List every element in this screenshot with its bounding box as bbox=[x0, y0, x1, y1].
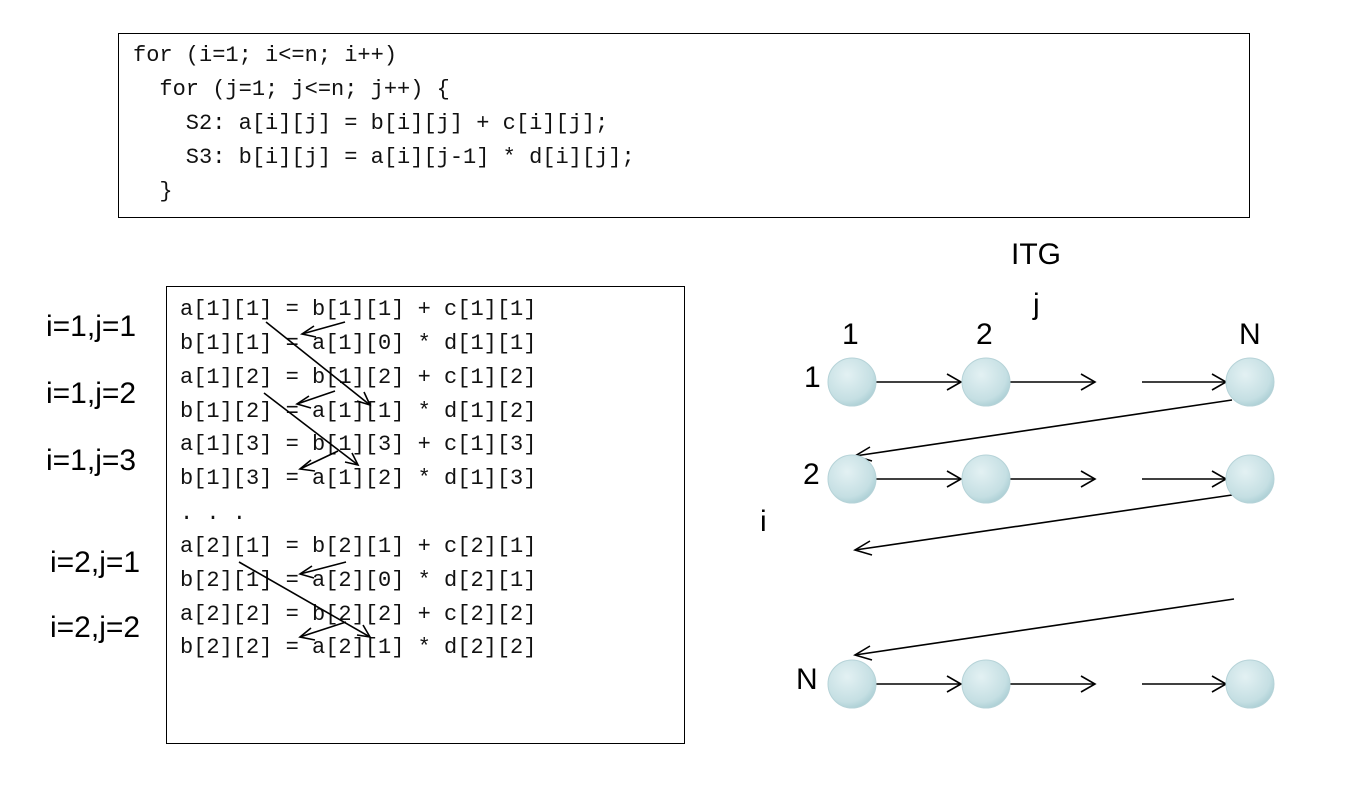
row-label: 2 bbox=[803, 458, 820, 491]
itg-node bbox=[1225, 357, 1275, 407]
itg-edge bbox=[876, 470, 963, 488]
itg-node bbox=[961, 659, 1011, 709]
j-axis-label: j bbox=[1033, 288, 1040, 321]
trace-line: b[1][3] = a[1][2] * d[1][3] bbox=[180, 466, 537, 491]
row-label: 1 bbox=[804, 361, 821, 394]
column-label: N bbox=[1239, 318, 1261, 351]
trace-line: a[1][3] = b[1][3] + c[1][3] bbox=[180, 432, 537, 457]
code-line: for (j=1; j<=n; j++) { bbox=[133, 77, 450, 102]
column-label: 2 bbox=[976, 318, 993, 351]
itg-edge bbox=[853, 598, 1235, 661]
dependence-arrow bbox=[295, 390, 336, 409]
dependence-arrow bbox=[298, 621, 347, 641]
iteration-label: i=2,j=2 bbox=[50, 611, 141, 644]
column-label: 1 bbox=[842, 318, 859, 351]
itg-edge bbox=[1142, 373, 1228, 391]
code-line: for (i=1; i<=n; i++) bbox=[133, 43, 398, 68]
unrolled-trace-box: a[1][1] = b[1][1] + c[1][1] b[1][1] = a[… bbox=[166, 286, 685, 744]
dependence-arrow bbox=[263, 392, 360, 467]
itg-edge bbox=[1010, 675, 1097, 693]
dependence-arrow bbox=[238, 561, 372, 639]
itg-nodes bbox=[827, 357, 1275, 709]
source-code-box: for (i=1; i<=n; i++) for (j=1; j<=n; j++… bbox=[118, 33, 1250, 218]
itg-node bbox=[1225, 454, 1275, 504]
itg-edge bbox=[1142, 470, 1228, 488]
trace-line: b[2][2] = a[2][1] * d[2][2] bbox=[180, 635, 537, 660]
iteration-label: i=1,j=1 bbox=[46, 310, 137, 343]
code-line: S3: b[i][j] = a[i][j-1] * d[i][j]; bbox=[133, 145, 635, 170]
itg-edge bbox=[1010, 373, 1097, 391]
trace-line: a[1][1] = b[1][1] + c[1][1] bbox=[180, 297, 537, 322]
itg-node bbox=[827, 454, 877, 504]
itg-title: ITG bbox=[1011, 238, 1061, 271]
itg-node bbox=[961, 454, 1011, 504]
trace-line: a[1][2] = b[1][2] + c[1][2] bbox=[180, 365, 537, 390]
iteration-label: i=2,j=1 bbox=[50, 546, 141, 579]
dependence-arrow bbox=[265, 321, 372, 407]
trace-line: a[2][2] = b[2][2] + c[2][2] bbox=[180, 602, 537, 627]
itg-edge bbox=[853, 399, 1233, 462]
i-axis-label: i bbox=[760, 505, 767, 538]
itg-node bbox=[961, 357, 1011, 407]
itg-node bbox=[827, 659, 877, 709]
trace-dependence-arrows bbox=[238, 321, 372, 641]
code-line: S2: a[i][j] = b[i][j] + c[i][j]; bbox=[133, 111, 609, 136]
itg-node bbox=[1225, 659, 1275, 709]
dependence-arrow bbox=[298, 561, 347, 579]
dependence-arrow bbox=[299, 321, 346, 338]
dependence-arrow bbox=[298, 450, 339, 472]
code-line: } bbox=[133, 179, 173, 204]
trace-line: b[1][1] = a[1][0] * d[1][1] bbox=[180, 331, 537, 356]
itg-node bbox=[827, 357, 877, 407]
trace-line: a[2][1] = b[2][1] + c[2][1] bbox=[180, 534, 537, 559]
ellipsis-line: . . . bbox=[180, 501, 247, 526]
itg-edge bbox=[876, 675, 963, 693]
trace-line: b[1][2] = a[1][1] * d[1][2] bbox=[180, 399, 537, 424]
itg-edge bbox=[1142, 675, 1228, 693]
iteration-label: i=1,j=2 bbox=[46, 377, 137, 410]
itg-edge bbox=[853, 494, 1233, 556]
itg-edge bbox=[1010, 470, 1097, 488]
row-label: N bbox=[796, 663, 818, 696]
itg-edge bbox=[876, 373, 963, 391]
itg-arrows bbox=[853, 373, 1235, 693]
iteration-label: i=1,j=3 bbox=[46, 444, 137, 477]
